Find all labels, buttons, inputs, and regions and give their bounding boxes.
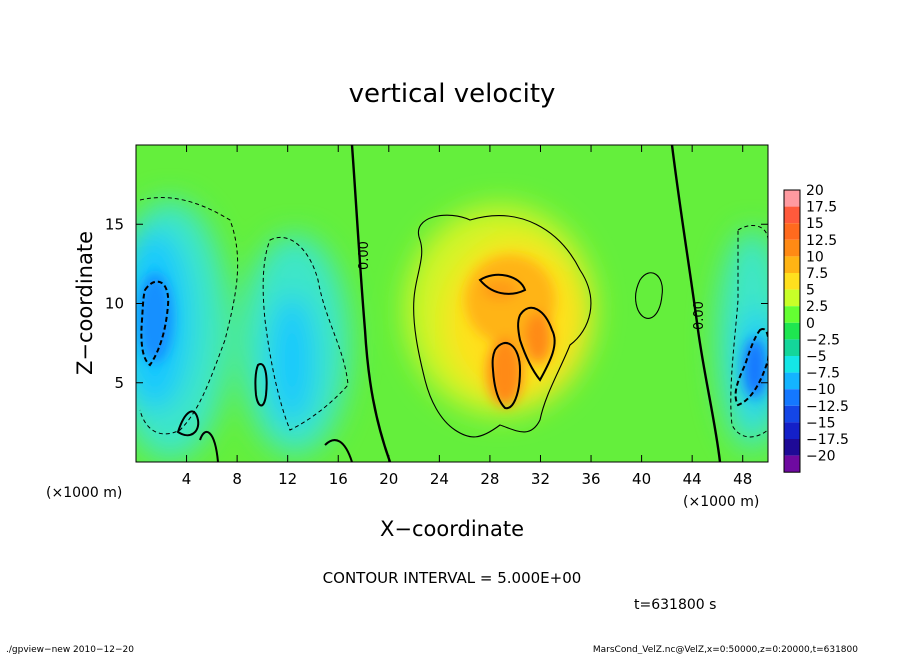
x-tick-label: 32 xyxy=(531,470,550,488)
chart-title: vertical velocity xyxy=(349,79,556,109)
colorbar-swatch xyxy=(784,389,800,406)
x-tick-label: 28 xyxy=(480,470,499,488)
x-tick-label: 8 xyxy=(232,470,242,488)
colorbar-label: −7.5 xyxy=(806,366,840,382)
colorbar-label: 12.5 xyxy=(806,233,837,249)
colorbar-label: −12.5 xyxy=(806,399,849,415)
colorbar-swatch xyxy=(784,190,800,207)
colorbar-swatch xyxy=(784,339,800,356)
colorbar-swatch xyxy=(784,356,800,373)
x-tick-label: 16 xyxy=(329,470,348,488)
x-tick-label: 24 xyxy=(430,470,449,488)
x-tick-label: 4 xyxy=(182,470,192,488)
x-tick-label: 36 xyxy=(581,470,600,488)
y-tick-label: 15 xyxy=(105,215,124,233)
colorbar-swatch xyxy=(784,439,800,456)
colorbar-label: −15 xyxy=(806,415,836,431)
colorbar-swatch xyxy=(784,273,800,290)
x-tick-label: 12 xyxy=(278,470,297,488)
colorbar-label: 15 xyxy=(806,216,824,232)
colorbar-swatch xyxy=(784,306,800,323)
x-tick-label: 20 xyxy=(379,470,398,488)
colorbar-label: −2.5 xyxy=(806,332,840,348)
y-axis-label: Z−coordinate xyxy=(73,231,97,375)
colorbar-swatch xyxy=(784,239,800,257)
y-tick-label: 5 xyxy=(114,374,124,392)
colorbar-label: 7.5 xyxy=(806,266,828,282)
colorbar-label: −20 xyxy=(806,449,836,465)
colorbar-swatch xyxy=(784,422,800,439)
colorbar-label: 17.5 xyxy=(806,200,837,216)
colorbar-label: 20 xyxy=(806,183,824,199)
colorbar-label: 5 xyxy=(806,283,815,299)
x-tick-label: 40 xyxy=(632,470,651,488)
x-tick-label: 48 xyxy=(733,470,752,488)
contour-label-2: 0.00 xyxy=(692,301,707,330)
x-axis-label: X−coordinate xyxy=(380,517,524,541)
footer-left: ./gpview−new 2010−12−20 xyxy=(6,645,134,654)
colorbar-label: −17.5 xyxy=(806,432,849,448)
y-tick-group: 5 10 15 xyxy=(105,215,768,392)
footer-right: MarsCond_VelZ.nc@VelZ,x=0:50000,z=0:2000… xyxy=(593,645,858,654)
y-tick-label: 10 xyxy=(105,295,124,313)
time-label: t=631800 s xyxy=(634,597,716,613)
colorbar-label: 0 xyxy=(806,316,815,332)
colorbar-swatch xyxy=(784,322,800,340)
colorbar-label: −5 xyxy=(806,349,827,365)
heatmap-field xyxy=(136,145,768,462)
colorbar-swatch xyxy=(784,405,800,423)
x-tick-label: 44 xyxy=(683,470,702,488)
colorbar-swatch xyxy=(784,206,800,224)
colorbar-swatch xyxy=(784,256,800,273)
x-unit-left: (×1000 m) xyxy=(46,485,122,501)
x-unit-right: (×1000 m) xyxy=(683,494,759,510)
colorbar-swatch xyxy=(784,223,800,240)
colorbar: 2017.51512.5107.552.50−2.5−5−7.5−10−12.5… xyxy=(783,183,849,473)
colorbar-swatch xyxy=(784,289,800,307)
contour-interval-text: CONTOUR INTERVAL = 5.000E+00 xyxy=(323,569,582,587)
colorbar-frame xyxy=(783,189,801,473)
colorbar-label: −10 xyxy=(806,382,836,398)
colorbar-label: 10 xyxy=(806,249,824,265)
contour-label-1: 0.00 xyxy=(357,241,372,270)
colorbar-swatch xyxy=(784,455,800,473)
colorbar-label: 2.5 xyxy=(806,299,828,315)
colorbar-swatch xyxy=(784,372,800,390)
x-tick-group: 4 8 12 16 20 24 28 32 36 40 44 48 xyxy=(182,145,752,488)
